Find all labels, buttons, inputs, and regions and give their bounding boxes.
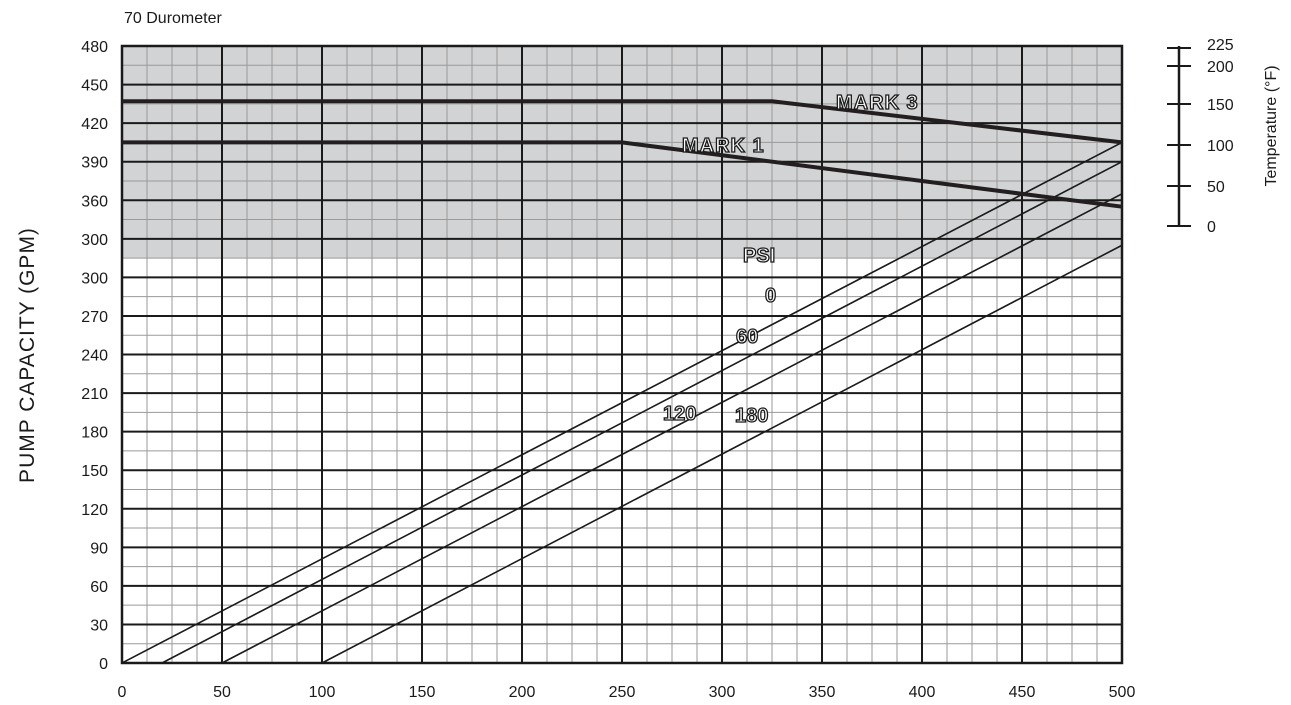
x-tick-label: 300 bbox=[709, 684, 736, 701]
x-tick-label: 250 bbox=[609, 684, 636, 701]
psi-60-line bbox=[161, 160, 1123, 664]
temperature-tick-label: 100 bbox=[1207, 138, 1234, 155]
mark-3-curve bbox=[122, 99, 1123, 145]
y-tick-label: 150 bbox=[81, 463, 108, 480]
y-tick-label: 210 bbox=[81, 386, 108, 403]
x-tick-labels: 0 50 100 150 200 250 300 350 400 450 500 bbox=[118, 684, 1136, 701]
mark-3-label: MARK 3 bbox=[836, 92, 919, 114]
y-tick-label: 180 bbox=[81, 425, 108, 442]
y-tick-label: 300 bbox=[81, 270, 108, 287]
y-tick-label: 240 bbox=[81, 348, 108, 365]
psi-120-line bbox=[221, 193, 1123, 664]
y-tick-label: 300 bbox=[81, 232, 108, 249]
y-tick-label: 90 bbox=[90, 540, 108, 557]
psi-0-line bbox=[121, 141, 1123, 664]
y-tick-label: 450 bbox=[81, 78, 108, 95]
x-tick-label: 350 bbox=[809, 684, 836, 701]
temperature-axis: 0 50 100 150 200 225 bbox=[1167, 37, 1234, 236]
y-tick-labels: 0 30 60 90 120 150 180 210 240 270 300 300 360 390 420… bbox=[81, 39, 108, 673]
temperature-tick-label: 50 bbox=[1207, 179, 1225, 196]
y-tick-label: 60 bbox=[90, 579, 108, 596]
psi-120-label: 120 bbox=[663, 403, 696, 425]
y-tick-label: 120 bbox=[81, 502, 108, 519]
mark-1-curve bbox=[122, 140, 1123, 209]
x-tick-label: 200 bbox=[509, 684, 536, 701]
y-tick-label: 420 bbox=[81, 116, 108, 133]
temperature-tick-label: 225 bbox=[1207, 37, 1234, 54]
x-tick-label: 500 bbox=[1109, 684, 1136, 701]
x-tick-label: 400 bbox=[909, 684, 936, 701]
psi-0-label: 0 bbox=[765, 285, 776, 307]
y-axis-label: PUMP CAPACITY (GPM) bbox=[16, 227, 39, 483]
plot-frame bbox=[120, 44, 1124, 665]
y-tick-label: 270 bbox=[81, 309, 108, 326]
temperature-tick-label: 200 bbox=[1207, 59, 1234, 76]
psi-180-line bbox=[321, 244, 1123, 664]
y-tick-label: 390 bbox=[81, 155, 108, 172]
y-tick-label: 30 bbox=[90, 617, 108, 634]
x-tick-label: 0 bbox=[118, 684, 127, 701]
y-tick-label: 480 bbox=[81, 39, 108, 56]
x-tick-label: 450 bbox=[1009, 684, 1036, 701]
x-tick-label: 150 bbox=[409, 684, 436, 701]
x-tick-label: 100 bbox=[309, 684, 336, 701]
psi-180-label: 180 bbox=[735, 405, 768, 427]
temperature-tick-label: 150 bbox=[1207, 97, 1234, 114]
temperature-curves bbox=[122, 99, 1123, 209]
pressure-lines bbox=[121, 141, 1123, 664]
chart-title: 70 Durometer bbox=[124, 10, 222, 27]
x-tick-label: 50 bbox=[213, 684, 231, 701]
y-tick-label: 360 bbox=[81, 193, 108, 210]
mark-1-label: MARK 1 bbox=[682, 135, 765, 157]
y-tick-label: 0 bbox=[99, 656, 108, 673]
psi-label: PSI bbox=[743, 245, 775, 267]
temperature-axis-label: Temperature (°F) bbox=[1263, 65, 1280, 186]
psi-60-label: 60 bbox=[736, 326, 758, 348]
temperature-tick-label: 0 bbox=[1207, 219, 1216, 236]
